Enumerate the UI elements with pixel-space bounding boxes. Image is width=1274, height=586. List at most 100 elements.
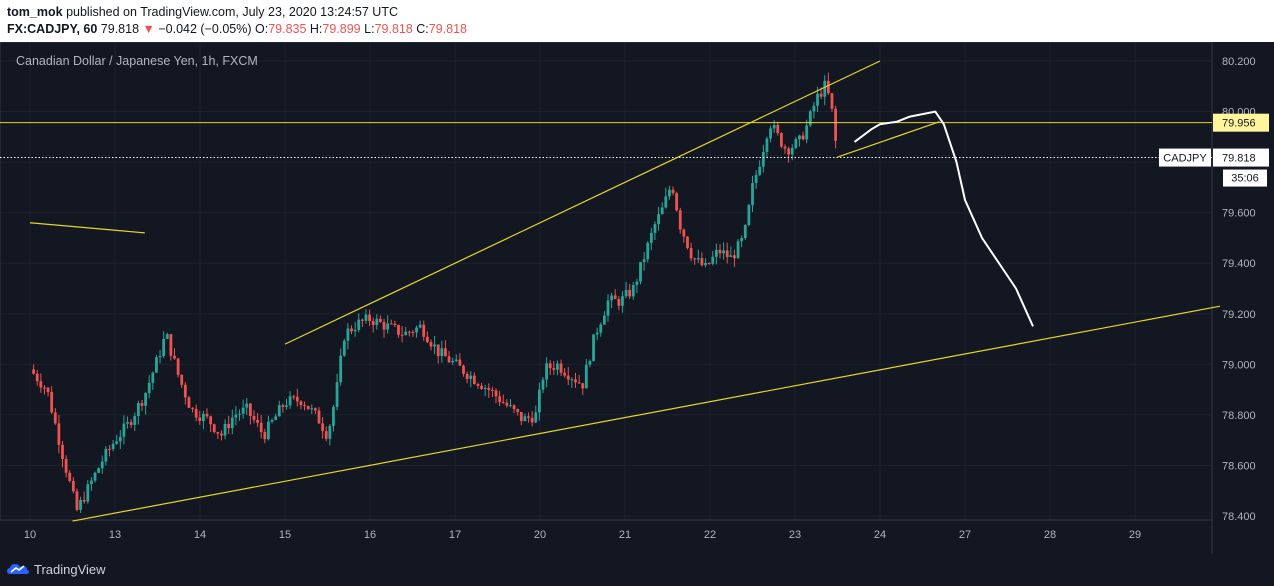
candle[interactable] bbox=[183, 382, 187, 405]
candle[interactable] bbox=[689, 242, 693, 262]
candle[interactable] bbox=[444, 340, 447, 357]
candle[interactable] bbox=[563, 368, 567, 378]
candle[interactable] bbox=[642, 251, 646, 271]
candle[interactable] bbox=[230, 409, 234, 435]
candle[interactable] bbox=[602, 311, 606, 325]
candle[interactable] bbox=[61, 440, 64, 468]
candle[interactable] bbox=[751, 175, 754, 213]
candle[interactable] bbox=[292, 394, 296, 400]
candle[interactable] bbox=[834, 105, 837, 149]
candle[interactable] bbox=[523, 413, 527, 422]
candle[interactable] bbox=[404, 327, 408, 336]
candle[interactable] bbox=[43, 385, 46, 395]
candle[interactable] bbox=[704, 258, 707, 268]
candle[interactable] bbox=[140, 399, 144, 412]
candle[interactable] bbox=[422, 320, 426, 341]
candle[interactable] bbox=[678, 207, 682, 234]
candle[interactable] bbox=[176, 358, 180, 378]
price-chart[interactable]: Canadian Dollar / Japanese Yen, 1h, FXCM… bbox=[0, 41, 1274, 554]
candle[interactable] bbox=[519, 411, 523, 426]
candle[interactable] bbox=[541, 376, 545, 394]
candle[interactable] bbox=[400, 326, 404, 343]
candle[interactable] bbox=[761, 144, 765, 173]
candle[interactable] bbox=[707, 262, 711, 265]
candle[interactable] bbox=[259, 414, 263, 439]
candle[interactable] bbox=[389, 319, 393, 325]
candle[interactable] bbox=[245, 398, 249, 415]
candle[interactable] bbox=[256, 412, 259, 428]
candle[interactable] bbox=[736, 238, 740, 259]
candle[interactable] bbox=[111, 439, 115, 452]
candle[interactable] bbox=[144, 392, 147, 415]
candle[interactable] bbox=[530, 410, 534, 427]
candle[interactable] bbox=[281, 403, 285, 413]
candle[interactable] bbox=[115, 434, 119, 445]
candle[interactable] bbox=[368, 309, 371, 327]
candle[interactable] bbox=[487, 383, 491, 398]
candle[interactable] bbox=[86, 480, 90, 504]
candle[interactable] bbox=[191, 407, 194, 413]
candle[interactable] bbox=[740, 235, 744, 248]
candle[interactable] bbox=[621, 291, 624, 313]
candle[interactable] bbox=[155, 354, 158, 373]
candle[interactable] bbox=[162, 331, 166, 359]
candle[interactable] bbox=[335, 373, 339, 411]
candle[interactable] bbox=[371, 317, 375, 333]
candle[interactable] bbox=[534, 405, 538, 424]
candle[interactable] bbox=[527, 412, 530, 423]
candle[interactable] bbox=[660, 202, 664, 215]
candle[interactable] bbox=[646, 241, 650, 263]
candle[interactable] bbox=[136, 400, 140, 425]
candle[interactable] bbox=[588, 359, 592, 368]
candle[interactable] bbox=[324, 426, 328, 442]
candle[interactable] bbox=[483, 385, 487, 397]
candle[interactable] bbox=[559, 359, 563, 377]
candle[interactable] bbox=[725, 242, 729, 264]
candle[interactable] bbox=[332, 404, 335, 432]
candle[interactable] bbox=[418, 320, 422, 329]
candle[interactable] bbox=[328, 423, 332, 446]
candle[interactable] bbox=[411, 329, 415, 338]
candle[interactable] bbox=[205, 408, 209, 419]
candle[interactable] bbox=[32, 364, 36, 375]
candle[interactable] bbox=[357, 313, 361, 333]
candle[interactable] bbox=[158, 349, 162, 364]
candle[interactable] bbox=[346, 323, 350, 350]
candle[interactable] bbox=[104, 446, 108, 466]
candle[interactable] bbox=[606, 294, 610, 322]
candle[interactable] bbox=[570, 377, 574, 388]
candle[interactable] bbox=[57, 415, 61, 454]
candle[interactable] bbox=[722, 242, 725, 260]
candle[interactable] bbox=[476, 382, 480, 389]
lower-channel-line[interactable] bbox=[72, 305, 1221, 522]
left-trend-line[interactable] bbox=[29, 222, 145, 234]
candle[interactable] bbox=[754, 170, 758, 190]
candle[interactable] bbox=[198, 410, 202, 425]
candle[interactable] bbox=[288, 391, 292, 409]
candle[interactable] bbox=[649, 227, 653, 251]
candle[interactable] bbox=[509, 399, 512, 408]
candle[interactable] bbox=[126, 416, 129, 429]
candle[interactable] bbox=[202, 410, 205, 430]
candle[interactable] bbox=[407, 330, 411, 337]
candle[interactable] bbox=[216, 431, 220, 439]
candle[interactable] bbox=[765, 136, 769, 158]
candle[interactable] bbox=[783, 144, 787, 154]
candle[interactable] bbox=[75, 488, 79, 512]
candle[interactable] bbox=[574, 372, 577, 388]
candle[interactable] bbox=[353, 321, 357, 337]
candle[interactable] bbox=[285, 398, 288, 410]
candle[interactable] bbox=[718, 244, 722, 259]
candle[interactable] bbox=[794, 137, 798, 150]
candle[interactable] bbox=[234, 406, 238, 426]
candle[interactable] bbox=[350, 325, 353, 335]
candle[interactable] bbox=[447, 350, 451, 363]
candle[interactable] bbox=[556, 360, 559, 376]
candle[interactable] bbox=[415, 325, 418, 338]
candle[interactable] bbox=[133, 412, 137, 432]
candle[interactable] bbox=[310, 404, 314, 415]
candle[interactable] bbox=[277, 400, 281, 417]
candle[interactable] bbox=[682, 228, 686, 243]
candle[interactable] bbox=[458, 353, 462, 366]
candle[interactable] bbox=[187, 395, 191, 408]
